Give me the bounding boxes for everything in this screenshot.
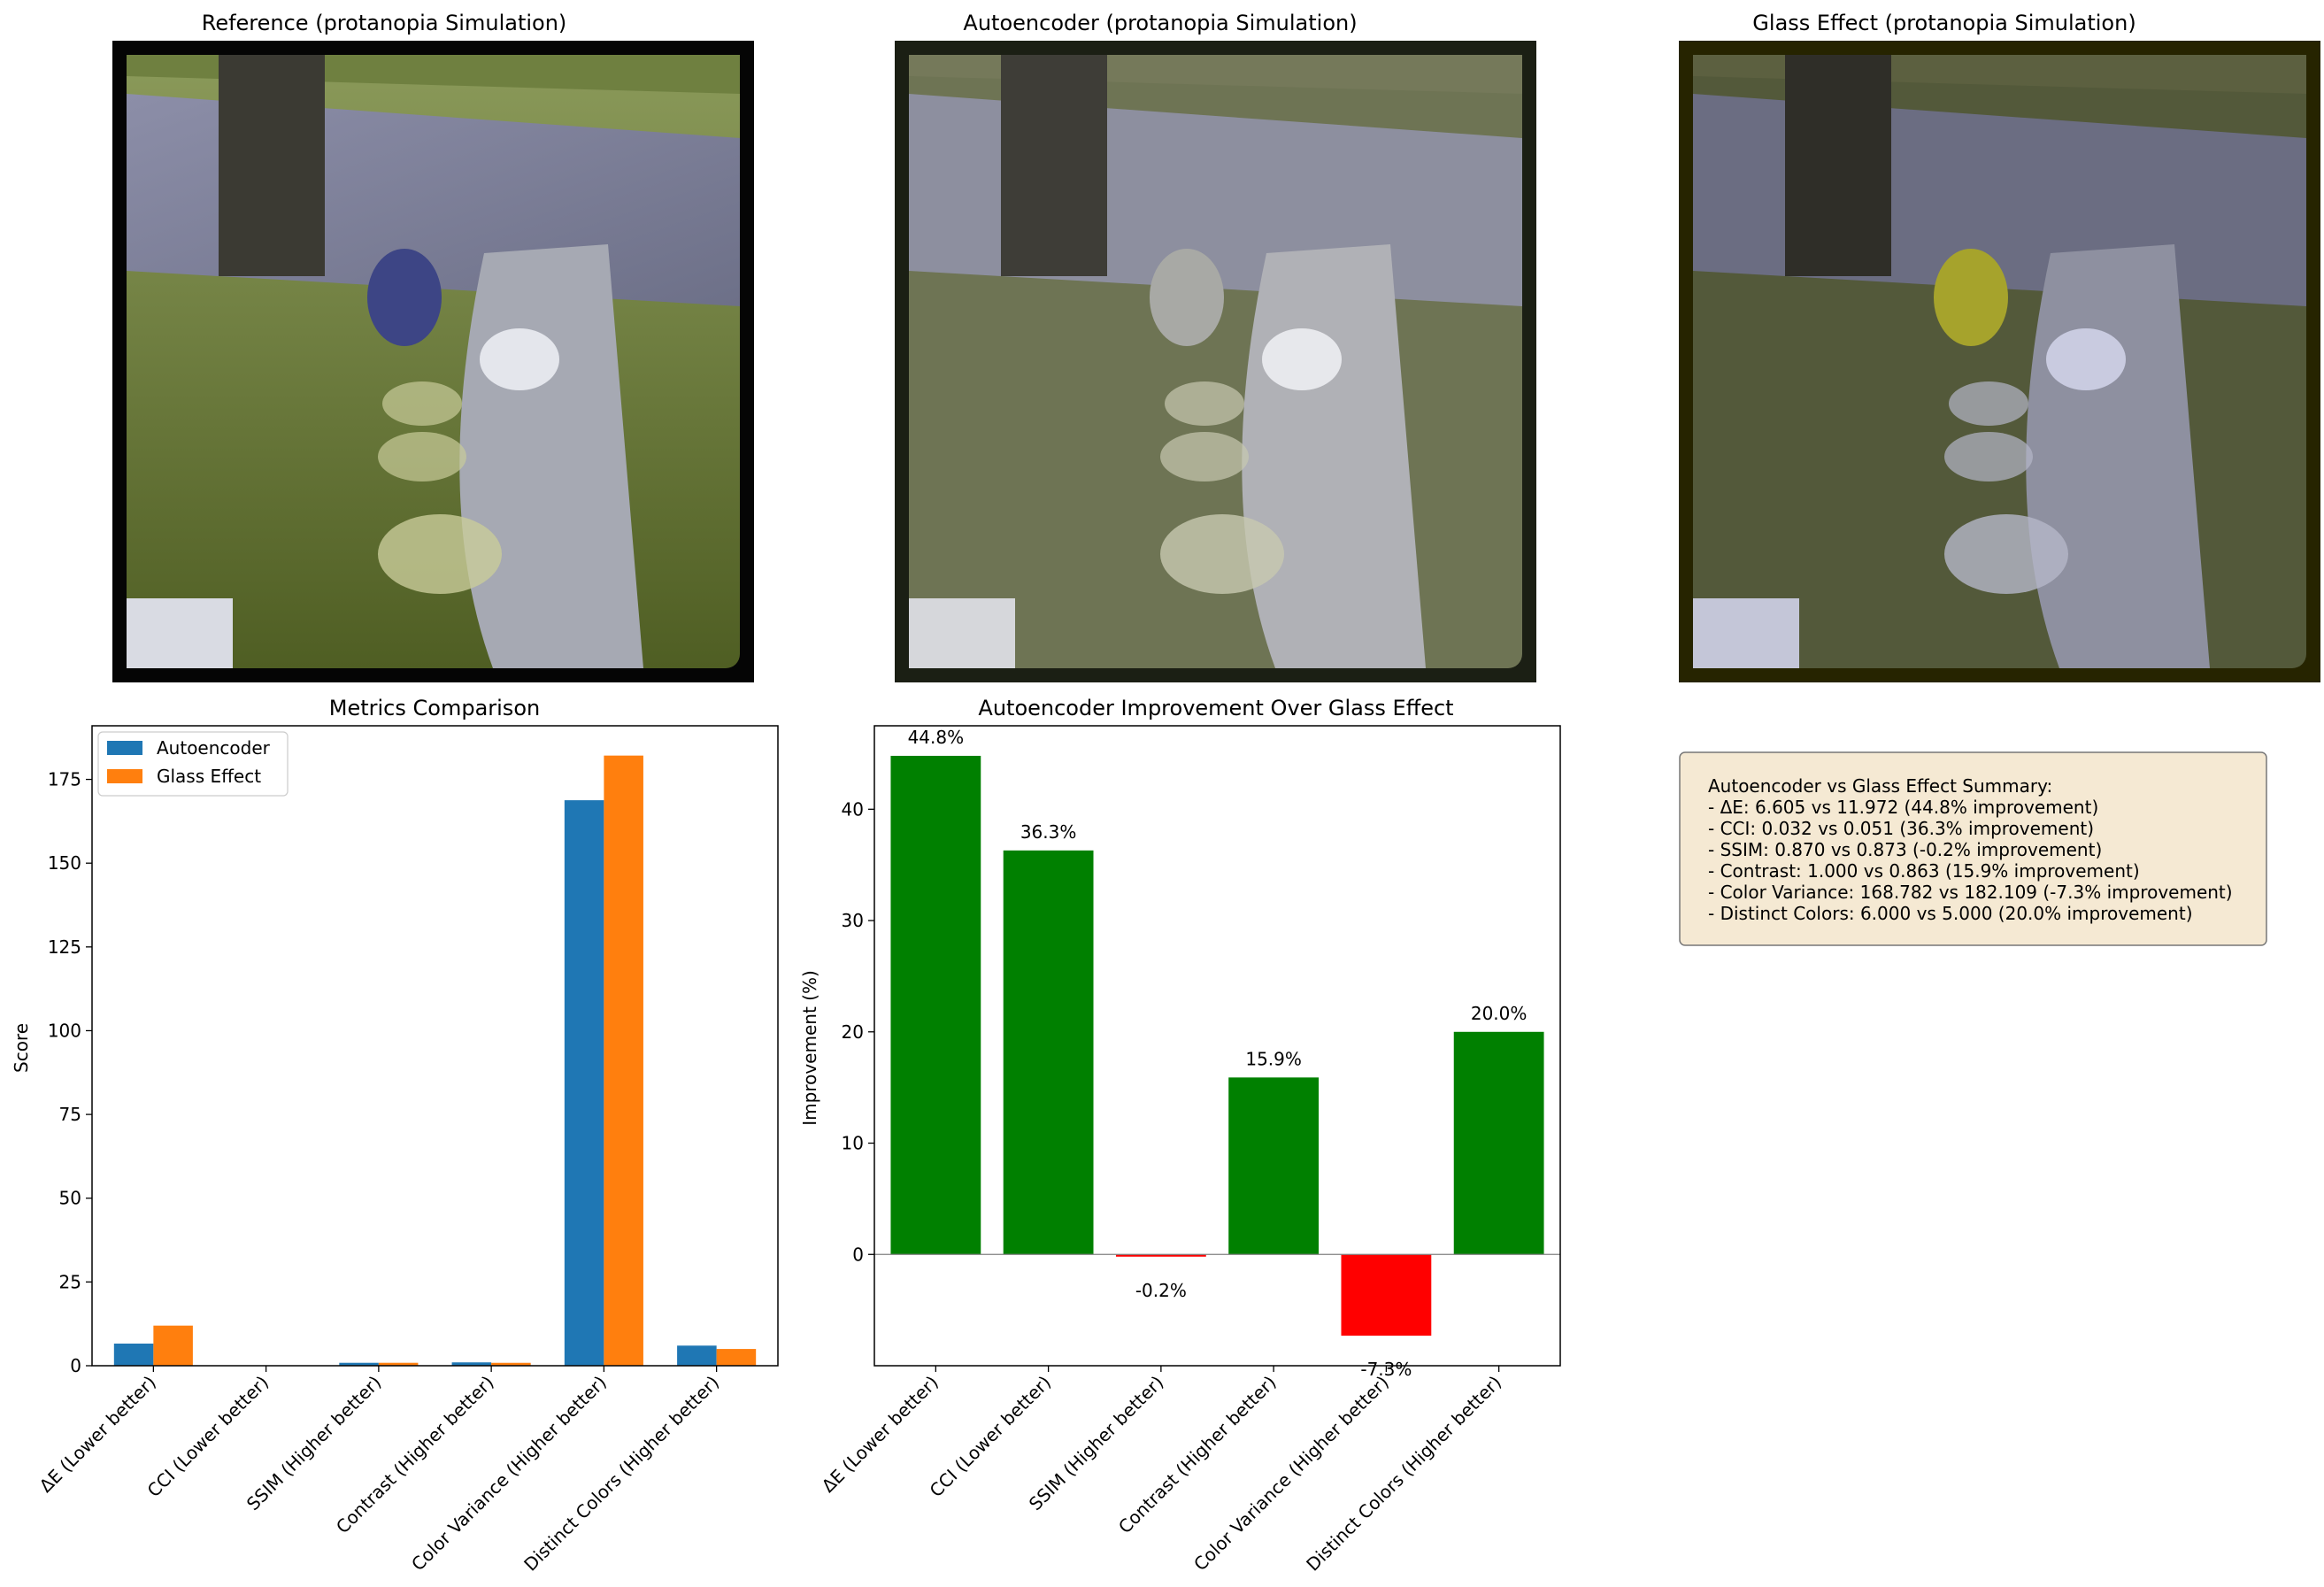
- summary-line: - Color Variance: 168.782 vs 182.109 (-7…: [1708, 882, 2233, 903]
- bar-autoencoder-e-lower-better: [114, 1344, 154, 1366]
- summary-line: - Contrast: 1.000 vs 0.863 (15.9% improv…: [1708, 860, 2140, 882]
- bar-value-label: 15.9%: [1245, 1048, 1302, 1069]
- bar-autoencoder-color-variance-higher-better: [565, 800, 604, 1366]
- bar-improvement-contrast-higher-better: [1228, 1077, 1319, 1254]
- bar-autoencoder-distinct-colors-higher-better: [677, 1345, 717, 1366]
- chart1-ytick-label: 100: [48, 1020, 81, 1041]
- chart2-xtick-label: CCI (Lower better): [926, 1372, 1056, 1502]
- chart1-legend: Autoencoder Glass Effect: [98, 732, 288, 796]
- chart1-axes-frame: [92, 726, 778, 1366]
- chart2-xtick-label: ΔE (Lower better): [818, 1372, 943, 1497]
- chart2-ytick-label: 30: [842, 910, 864, 931]
- chart1-xtick-label: ΔE (Lower better): [35, 1372, 160, 1497]
- bar-improvement-e-lower-better: [890, 756, 981, 1254]
- bar-value-label: 20.0%: [1471, 1003, 1528, 1024]
- bar-glass-effect-color-variance-higher-better: [604, 756, 643, 1366]
- legend-label-glass-effect: Glass Effect: [157, 766, 261, 787]
- bar-glass-effect-distinct-colors-higher-better: [717, 1349, 757, 1366]
- image-panel-autoencoder: Autoencoder (protanopia Simulation): [895, 11, 1536, 682]
- chart1-ytick-label: 125: [48, 936, 81, 958]
- chart2-ytick-label: 20: [842, 1021, 864, 1043]
- chart1-ylabel: Score: [11, 1023, 32, 1073]
- chart1-ytick-label: 75: [59, 1104, 81, 1125]
- chart1-ytick-label: 50: [59, 1188, 81, 1209]
- image-reference: [112, 41, 754, 682]
- chart2-xtick-label: Color Variance (Higher better): [1189, 1372, 1393, 1575]
- chart1-ytick-label: 175: [48, 769, 81, 790]
- summary-line: - SSIM: 0.870 vs 0.873 (-0.2% improvemen…: [1708, 839, 2102, 860]
- summary-line: - Distinct Colors: 6.000 vs 5.000 (20.0%…: [1708, 903, 2193, 924]
- bar-value-label: 36.3%: [1020, 821, 1077, 843]
- summary-line: - CCI: 0.032 vs 0.051 (36.3% improvement…: [1708, 818, 2094, 839]
- chart1-ytick-label: 25: [59, 1271, 81, 1292]
- bar-value-label: 44.8%: [908, 727, 965, 748]
- chart1-ytick-label: 0: [70, 1355, 81, 1376]
- image-panel-reference: Reference (protanopia Simulation): [112, 11, 754, 682]
- image-panel-glass-effect: Glass Effect (protanopia Simulation): [1679, 11, 2320, 682]
- image-title-reference: Reference (protanopia Simulation): [202, 11, 567, 35]
- bar-improvement-cci-lower-better: [1004, 851, 1094, 1254]
- bar-improvement-color-variance-higher-better: [1341, 1254, 1431, 1336]
- image-title-autoencoder: Autoencoder (protanopia Simulation): [963, 11, 1357, 35]
- chart2-ytick-label: 10: [842, 1133, 864, 1154]
- chart1-ytick-label: 150: [48, 852, 81, 874]
- image-autoencoder: [895, 41, 1536, 682]
- image-glass-effect: [1679, 41, 2320, 682]
- chart2-ytick-label: 40: [842, 798, 864, 820]
- bar-improvement-distinct-colors-higher-better: [1454, 1032, 1544, 1254]
- summary-line: - ΔE: 6.605 vs 11.972 (44.8% improvement…: [1708, 797, 2098, 818]
- legend-swatch-autoencoder: [107, 741, 142, 755]
- chart1-xtick-label: CCI (Lower better): [143, 1372, 273, 1502]
- chart1-title: Metrics Comparison: [329, 696, 540, 720]
- summary-line: Autoencoder vs Glass Effect Summary:: [1708, 775, 2052, 797]
- legend-swatch-glass-effect: [107, 769, 142, 783]
- bar-value-label: -0.2%: [1135, 1280, 1187, 1301]
- chart2-title: Autoencoder Improvement Over Glass Effec…: [978, 696, 1453, 720]
- chart1-xtick-label: Distinct Colors (Higher better): [519, 1372, 723, 1575]
- chart2-ytick-label: 0: [852, 1244, 864, 1265]
- bar-glass-effect-e-lower-better: [153, 1326, 193, 1366]
- summary-box: Autoencoder vs Glass Effect Summary: - Δ…: [1680, 752, 2266, 945]
- improvement-chart: Autoencoder Improvement Over Glass Effec…: [799, 696, 1560, 1575]
- chart2-xtick-label: Distinct Colors (Higher better): [1302, 1372, 1505, 1575]
- metrics-comparison-chart: Metrics Comparison Score 0 25 50 75 100 125 15…: [11, 696, 778, 1575]
- image-title-glass-effect: Glass Effect (protanopia Simulation): [1752, 11, 2135, 35]
- legend-label-autoencoder: Autoencoder: [157, 737, 271, 759]
- chart2-ylabel: Improvement (%): [799, 970, 820, 1126]
- chart1-xtick-label: Color Variance (Higher better): [407, 1372, 611, 1575]
